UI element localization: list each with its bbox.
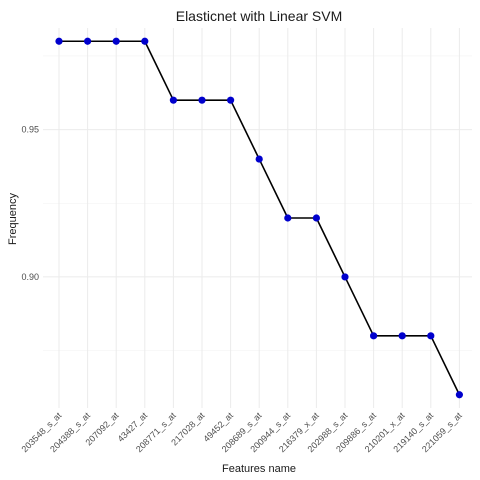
data-point [312,214,320,222]
data-point [169,96,177,104]
series-line-segment [430,335,461,396]
data-point [370,332,378,340]
data-point [427,332,435,340]
series-points-group [55,37,463,399]
series-line-group [59,40,461,396]
data-point [112,37,120,45]
chart-title: Elasticnet with Linear SVM [176,8,343,24]
series-line-segment [344,276,375,337]
x-axis-title: Features name [222,463,296,475]
data-point [227,96,235,104]
data-point [141,37,149,45]
series-line-segment [229,99,260,160]
data-point [255,155,263,163]
data-point [55,37,63,45]
y-axis-title: Frequency [7,193,19,245]
data-point [84,37,92,45]
data-point [455,391,463,399]
series-line-segment [258,158,289,219]
data-point [398,332,406,340]
series-line-segment [144,40,175,101]
y-tick-label: 0.90 [21,272,39,282]
y-tick-label: 0.95 [21,125,39,135]
series-line-segment [315,217,346,278]
y-tick-labels: 0.90 0.95 [21,125,39,282]
data-point [198,96,206,104]
data-point [284,214,292,222]
data-point [341,273,349,281]
